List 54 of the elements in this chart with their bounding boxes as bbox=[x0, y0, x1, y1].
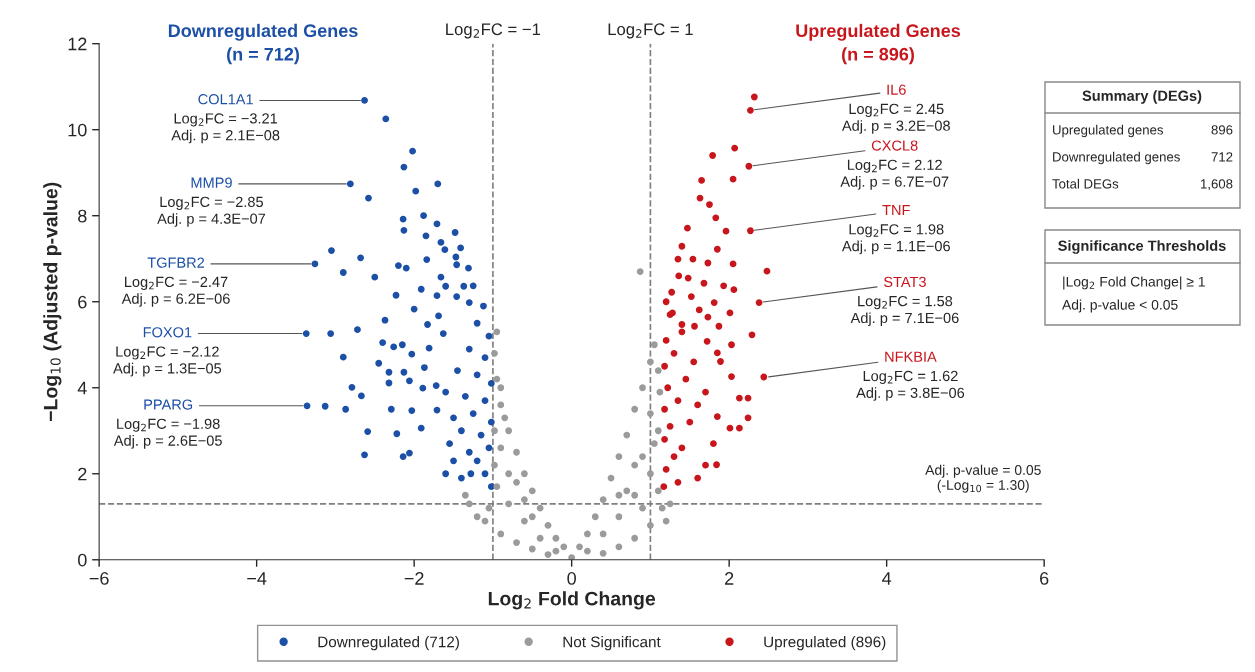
annotation: Upregulated Genes (n = 896) bbox=[796, 23, 961, 65]
annotation: Log$_{2}$FC = −2.47 Adj. p = 6.2E−06 bbox=[121, 276, 230, 307]
annotation: TGFBR2 bbox=[147, 257, 205, 268]
text: Significance Thresholds bbox=[1058, 240, 1226, 254]
x-tick-label: −6 bbox=[89, 572, 109, 585]
annotation: FOXO1 bbox=[143, 327, 192, 338]
ref-line-label: Log$_{2}$FC = 1 bbox=[608, 23, 693, 39]
y-axis-title: −Log$_{10}$ (Adjusted p-value) bbox=[43, 182, 62, 421]
x-tick-label: −2 bbox=[404, 572, 424, 585]
annotation: TNF bbox=[882, 205, 910, 216]
y-tick-label: 2 bbox=[78, 467, 87, 481]
annotation: Log$_{2}$FC = −1.98 Adj. p = 2.6E−05 bbox=[113, 418, 222, 449]
ref-line-label: Adj. p-value = 0.05 (-Log$_{10}$ = 1.30) bbox=[925, 464, 1041, 493]
x-tick-label: 6 bbox=[1040, 572, 1049, 585]
text: Downregulated genes bbox=[1053, 151, 1180, 165]
text: |Log$_{2}$ Fold Change| ≥ 1 bbox=[1063, 276, 1205, 290]
y-tick-label: 0 bbox=[78, 553, 87, 567]
annotation: Log$_{2}$FC = −3.21 Adj. p = 2.1E−08 bbox=[171, 113, 280, 144]
legend-label: Downregulated (712) bbox=[318, 636, 459, 651]
text: 1,608 bbox=[1200, 179, 1233, 191]
annotation: PPARG bbox=[144, 399, 193, 410]
annotation: Log$_{2}$FC = −2.12 Adj. p = 1.3E−05 bbox=[113, 346, 222, 377]
annotation: Log$_{2}$FC = 2.12 Adj. p = 6.7E−07 bbox=[840, 159, 949, 190]
x-tick-label: −4 bbox=[247, 572, 267, 585]
text: 712 bbox=[1211, 152, 1233, 162]
y-tick-label: 4 bbox=[77, 381, 87, 395]
text: Adj. p-value < 0.05 bbox=[1062, 299, 1178, 313]
annotation: STAT3 bbox=[883, 276, 926, 288]
annotation: Log$_{2}$FC = −2.85 Adj. p = 4.3E−07 bbox=[157, 196, 266, 227]
y-tick-label: 10 bbox=[68, 123, 87, 137]
y-tick-label: 6 bbox=[78, 295, 87, 309]
annotation: Log$_{2}$FC = 1.58 Adj. p = 7.1E−06 bbox=[850, 295, 959, 326]
annotation: MMP9 bbox=[191, 177, 232, 188]
text: Summary (DEGs) bbox=[1082, 90, 1202, 104]
annotation: Log$_{2}$FC = 2.45 Adj. p = 3.2E−08 bbox=[841, 103, 950, 134]
annotation: CXCL8 bbox=[871, 140, 918, 151]
text: Total DEGs bbox=[1052, 178, 1119, 189]
y-tick-label: 12 bbox=[68, 37, 87, 51]
legend-label: Upregulated (896) bbox=[764, 636, 886, 651]
ref-line-label: Log$_{2}$FC = −1 bbox=[446, 23, 541, 39]
x-tick-label: 4 bbox=[882, 572, 892, 585]
annotation: Log$_{2}$FC = 1.98 Adj. p = 1.1E−06 bbox=[841, 224, 950, 255]
legend-label: Not Significant bbox=[563, 636, 661, 651]
annotation: COL1A1 bbox=[198, 94, 253, 105]
annotation: NFKBIA bbox=[885, 351, 937, 362]
text: Upregulated genes bbox=[1053, 124, 1164, 138]
annotation: Downregulated Genes (n = 712) bbox=[168, 23, 358, 65]
y-tick-label: 8 bbox=[78, 209, 87, 223]
x-axis-title: Log$_{2}$ Fold Change bbox=[488, 591, 656, 610]
x-tick-label: 0 bbox=[567, 572, 576, 585]
annotation: IL6 bbox=[887, 84, 906, 95]
annotation: Log$_{2}$FC = 1.62 Adj. p = 3.8E−06 bbox=[856, 370, 965, 401]
x-tick-label: 2 bbox=[725, 572, 734, 585]
text: 896 bbox=[1211, 125, 1233, 135]
